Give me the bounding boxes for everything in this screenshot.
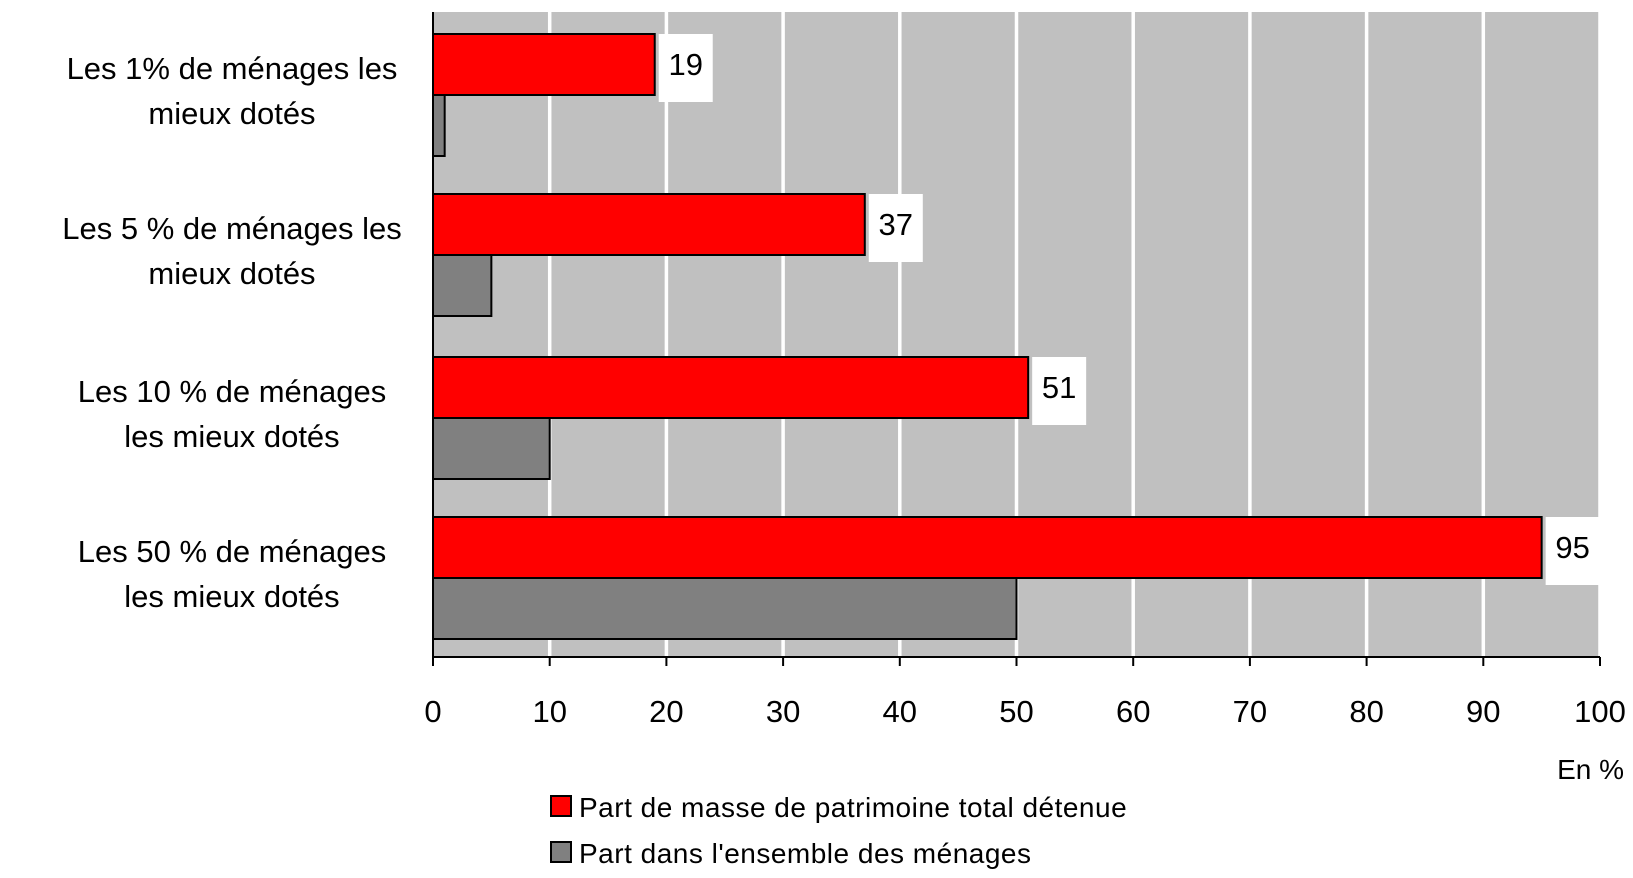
category-label-2: Les 10 % de ménages les mieux dotés bbox=[78, 374, 387, 454]
x-tick-label-50: 50 bbox=[999, 694, 1033, 729]
category-label-line: les mieux dotés bbox=[124, 419, 339, 454]
category-label-line: mieux dotés bbox=[148, 256, 315, 291]
legend-label-0: Part de masse de patrimoine total détenu… bbox=[579, 792, 1127, 823]
category-label-line: Les 50 % de ménages bbox=[78, 534, 387, 569]
axes bbox=[432, 12, 1601, 666]
data-label-bg-3 bbox=[1545, 517, 1600, 585]
data-label-bg-0 bbox=[658, 34, 713, 102]
x-tick-label-40: 40 bbox=[883, 694, 917, 729]
tick-labels: 0 10 20 30 40 50 60 70 80 90 100 bbox=[424, 694, 1625, 729]
data-label-1: 37 bbox=[879, 207, 913, 242]
bar-menages-2 bbox=[432, 417, 551, 480]
x-tick-label-30: 30 bbox=[766, 694, 800, 729]
legend-swatch-1 bbox=[550, 841, 572, 863]
bar-patrimoine-1 bbox=[432, 193, 866, 256]
data-label-3: 95 bbox=[1555, 530, 1589, 565]
x-tick-label-100: 100 bbox=[1574, 694, 1626, 729]
x-tick-label-80: 80 bbox=[1349, 694, 1383, 729]
data-label-bg-1 bbox=[868, 194, 923, 262]
legend-swatch-0 bbox=[550, 795, 572, 817]
bar-patrimoine-0 bbox=[432, 33, 656, 96]
data-label-0: 19 bbox=[668, 47, 702, 82]
bar-patrimoine-3 bbox=[432, 516, 1543, 579]
legend-label-1: Part dans l'ensemble des ménages bbox=[579, 838, 1032, 869]
category-label-line: Les 1% de ménages les bbox=[67, 51, 398, 86]
x-tick-label-20: 20 bbox=[649, 694, 683, 729]
x-tick-label-0: 0 bbox=[424, 694, 441, 729]
category-label-1: Les 5 % de ménages les mieux dotés bbox=[62, 211, 402, 291]
legend: Part de masse de patrimoine total détenu… bbox=[550, 792, 1127, 869]
bar-menages-1 bbox=[432, 254, 493, 317]
category-label-line: Les 10 % de ménages bbox=[78, 374, 387, 409]
category-label-line: Les 5 % de ménages les bbox=[62, 211, 402, 246]
x-tick-label-90: 90 bbox=[1466, 694, 1500, 729]
data-labels: 19 37 51 95 bbox=[658, 34, 1600, 585]
category-label-0: Les 1% de ménages les mieux dotés bbox=[67, 51, 398, 131]
bars bbox=[432, 33, 1543, 640]
bar-patrimoine-2 bbox=[432, 356, 1030, 419]
data-label-2: 51 bbox=[1042, 370, 1076, 405]
category-label-3: Les 50 % de ménages les mieux dotés bbox=[78, 534, 387, 614]
x-tick-label-10: 10 bbox=[532, 694, 566, 729]
unit-label: En % bbox=[1557, 754, 1624, 785]
category-label-line: les mieux dotés bbox=[124, 579, 339, 614]
data-label-bg-2 bbox=[1032, 357, 1087, 425]
bar-menages-3 bbox=[432, 577, 1018, 640]
bar-menages-0 bbox=[432, 94, 446, 157]
category-label-line: mieux dotés bbox=[148, 96, 315, 131]
x-tick-label-70: 70 bbox=[1233, 694, 1267, 729]
x-tick-label-60: 60 bbox=[1116, 694, 1150, 729]
